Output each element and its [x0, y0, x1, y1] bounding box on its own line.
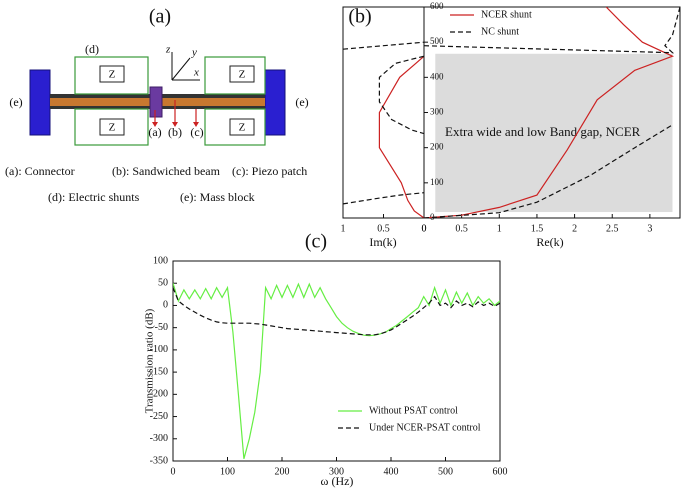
caption: (a): Connector	[5, 164, 75, 178]
mass-block	[29, 69, 51, 136]
x-axis-label: Re(k)	[536, 235, 563, 249]
arrow-heads	[152, 122, 199, 127]
legend-label: NCER shunt	[481, 9, 532, 20]
caption: (e): Mass block	[180, 190, 255, 204]
marker-label: (c)	[190, 125, 203, 139]
x-tick-label: 1	[341, 223, 346, 234]
axis-name: z	[165, 44, 171, 56]
y-tick-label: -150	[150, 366, 168, 377]
y-tick-label: -250	[150, 411, 168, 422]
band-gap	[435, 53, 673, 213]
x-tick-label: 0	[171, 466, 176, 477]
legend-label: Without PSAT control	[369, 405, 458, 416]
series-line	[173, 287, 500, 336]
annotation: Extra wide and low Band gap, NCER	[445, 124, 641, 139]
axis-name: y	[191, 47, 197, 59]
x-tick-label: 0	[422, 223, 427, 234]
shunt-wires	[74, 56, 266, 146]
x-tick-label: 100	[220, 466, 235, 477]
x-tick-label: 500	[438, 466, 453, 477]
y-tick-label: 400	[430, 71, 444, 81]
marker-arrows	[154, 100, 197, 124]
y-tick-label: 50	[158, 278, 168, 289]
y-tick-label: 100	[153, 255, 168, 266]
series-line	[343, 41, 424, 205]
x-axis-label: Im(k)	[369, 235, 396, 249]
legend-label: Under NCER-PSAT control	[369, 422, 481, 433]
series-line	[173, 282, 500, 459]
plot-frame	[342, 6, 425, 219]
y-tick-label: 600	[430, 1, 444, 11]
panel-label: (a)	[149, 6, 171, 28]
x-tick-label: 400	[384, 466, 399, 477]
y-tick-label: 500	[430, 36, 444, 46]
series-line	[424, 7, 680, 218]
impedance: Z	[239, 122, 246, 134]
y-tick-label: 100	[430, 177, 444, 187]
mass-block	[264, 69, 286, 136]
axis-name: x	[193, 67, 199, 79]
series-line	[378, 55, 424, 218]
panel-label: (c)	[305, 231, 327, 253]
y-tick-label: -350	[150, 455, 168, 466]
impedance-boxes	[99, 65, 255, 136]
x-tick-label: 300	[329, 466, 344, 477]
caption: (c): Piezo patch	[232, 164, 307, 178]
axes-icon	[171, 52, 200, 81]
x-tick-label: 1	[497, 223, 502, 234]
y-axis-label: Transmission ratio (dB)	[144, 308, 156, 413]
caption: (d): Electric shunts	[48, 190, 140, 204]
mass-label: (e)	[295, 95, 308, 109]
x-tick-label: 600	[493, 466, 508, 477]
x-tick-label: 0.5	[377, 223, 390, 234]
x-tick-label: 2.5	[606, 223, 619, 234]
impedance: Z	[239, 69, 246, 81]
x-tick-label: 0.5	[455, 223, 468, 234]
y-tick-label: -300	[150, 433, 168, 444]
impedance: Z	[109, 122, 116, 134]
connector	[149, 86, 163, 118]
marker-label: (a)	[148, 125, 161, 139]
x-tick-label: 0	[422, 223, 427, 234]
x-tick-label: 2	[572, 223, 577, 234]
mass-label: (e)	[9, 95, 22, 109]
y-tick-label: 300	[430, 107, 444, 117]
shunt-label: (d)	[85, 42, 99, 56]
panel-label: (b)	[348, 6, 371, 28]
x-tick-label: 1.5	[531, 223, 544, 234]
y-tick-label: 0	[163, 300, 168, 311]
legend-label: NC shunt	[481, 26, 519, 37]
marker-label: (b)	[168, 125, 182, 139]
x-axis-label: ω (Hz)	[321, 474, 354, 488]
caption: (b): Sandwiched beam	[112, 164, 221, 178]
series-line	[424, 7, 675, 218]
x-tick-label: 3	[647, 223, 652, 234]
y-tick-label: -100	[150, 344, 168, 355]
y-tick-label: 200	[430, 142, 444, 152]
y-tick-label: -50	[155, 322, 168, 333]
impedance: Z	[109, 69, 116, 81]
panel-a: (a) Z Z Z Z (d) (e) (e) z y x	[5, 6, 309, 204]
x-tick-label: 200	[275, 466, 290, 477]
y-tick-label: -200	[150, 389, 168, 400]
